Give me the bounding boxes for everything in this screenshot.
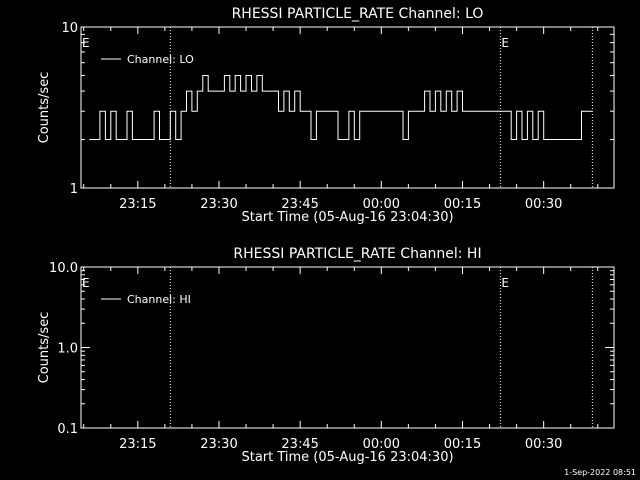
x-axis-label: Start Time (05-Aug-16 23:04:30)	[241, 210, 453, 225]
x-tick-label: 00:15	[444, 197, 481, 212]
legend-label: Channel: HI	[127, 293, 191, 306]
x-tick-label: 23:15	[119, 197, 156, 212]
x-tick-label: 23:45	[281, 437, 318, 452]
x-tick-label: 23:30	[200, 437, 237, 452]
series-line-channel-lo	[89, 75, 593, 140]
x-tick-label: 23:45	[281, 197, 318, 212]
x-tick-label: 00:15	[444, 437, 481, 452]
y-axis-label: Counts/sec	[37, 312, 52, 384]
x-tick-label: 23:30	[200, 197, 237, 212]
x-tick-label: 23:15	[119, 437, 156, 452]
y-tick-label: 0.1	[57, 422, 78, 437]
chart-title-0: RHESSI PARTICLE_RATE Channel: LO	[232, 6, 484, 22]
y-tick-label: 10.0	[49, 261, 78, 276]
y-tick-label: 1.0	[57, 342, 78, 357]
y-tick-label: 10	[61, 21, 78, 36]
x-axis-label: Start Time (05-Aug-16 23:04:30)	[241, 450, 453, 465]
chart-title-1: RHESSI PARTICLE_RATE Channel: HI	[233, 246, 481, 262]
y-tick-label: 1	[70, 182, 78, 197]
plot-frame-0	[80, 26, 615, 189]
event-marker-label: E	[82, 36, 90, 50]
legend-label: Channel: LO	[127, 53, 194, 66]
timestamp: 1-Sep-2022 08:51	[564, 468, 636, 477]
x-tick-label: 00:00	[363, 197, 400, 212]
y-axis-label: Counts/sec	[37, 72, 52, 144]
event-marker-label: E	[501, 36, 509, 50]
x-tick-label: 00:30	[525, 197, 562, 212]
event-marker-label: E	[501, 276, 509, 290]
x-tick-label: 00:00	[363, 437, 400, 452]
event-marker-label: E	[82, 276, 90, 290]
x-tick-label: 00:30	[525, 437, 562, 452]
